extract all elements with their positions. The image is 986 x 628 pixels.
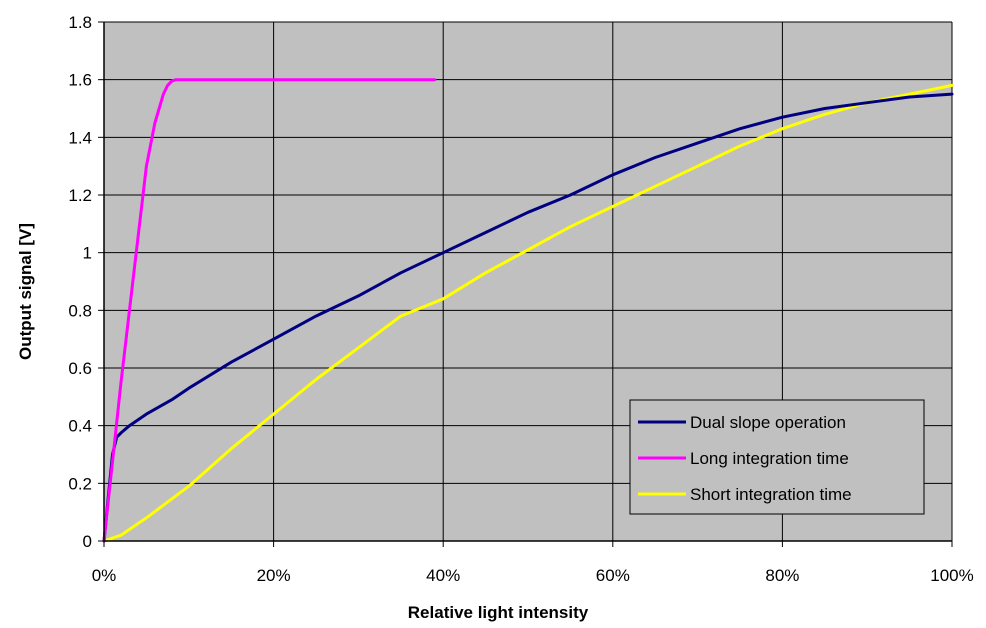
series-layer: [102, 78, 954, 543]
x-tick-label: 20%: [257, 566, 291, 585]
y-tick-label: 1.4: [68, 128, 92, 147]
y-axis-title: Output signal [V]: [16, 223, 35, 360]
x-tick-label: 100%: [930, 566, 973, 585]
y-tick-label: 1.8: [68, 13, 92, 32]
legend-label: Short integration time: [690, 485, 852, 504]
legend-label: Dual slope operation: [690, 413, 846, 432]
x-axis-title: Relative light intensity: [408, 603, 589, 622]
y-tick-label: 0.4: [68, 417, 92, 436]
series-line-0: [102, 92, 954, 543]
x-tick-label: 60%: [596, 566, 630, 585]
y-tick-label: 1.2: [68, 186, 92, 205]
legend: Dual slope operation Long integration tim…: [629, 399, 925, 515]
y-tick-label: 1.6: [68, 71, 92, 90]
legend-label: Long integration time: [690, 449, 849, 468]
y-tick-label: 1: [83, 244, 92, 263]
x-tick-label: 40%: [426, 566, 460, 585]
axes: 0 0.2 0.4 0.6 0.8 1 1.2 1.4 1.6 1.8 0% 20% 40% 60% 80%…: [68, 13, 973, 585]
x-tick-label: 80%: [765, 566, 799, 585]
y-tick-label: 0.6: [68, 359, 92, 378]
series-line-1: [102, 78, 437, 543]
y-tick-label: 0: [83, 532, 92, 551]
x-tick-label: 0%: [92, 566, 117, 585]
series-line-2: [102, 83, 954, 543]
y-tick-label: 0.2: [68, 474, 92, 493]
y-tick-label: 0.8: [68, 301, 92, 320]
